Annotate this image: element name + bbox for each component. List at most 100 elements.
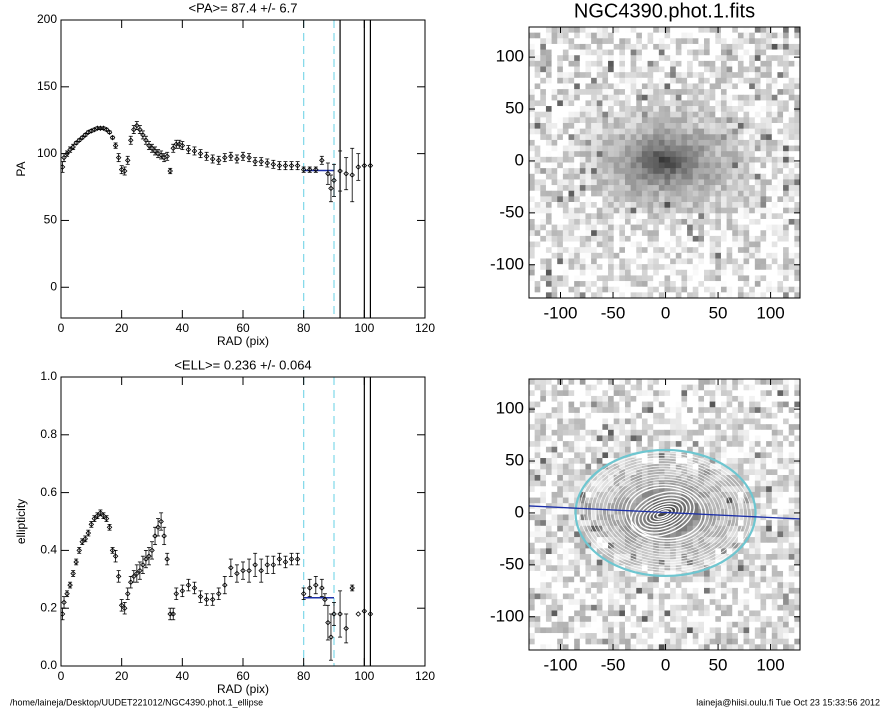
pixel: [557, 458, 564, 465]
pixel: [574, 503, 581, 510]
pixel: [636, 395, 643, 402]
pixel: [641, 486, 648, 493]
pixel: [794, 565, 801, 572]
pixel: [636, 554, 643, 561]
pixel: [687, 94, 694, 101]
pixel: [568, 55, 575, 62]
pixel: [596, 384, 603, 391]
pixel: [540, 122, 547, 130]
pixel: [675, 565, 682, 572]
pixel: [670, 77, 677, 84]
pixel: [545, 395, 552, 402]
pixel: [562, 429, 569, 436]
pixel: [715, 156, 722, 163]
pixel: [613, 218, 620, 226]
pixel: [664, 43, 671, 50]
pixel: [551, 441, 558, 448]
pixel: [709, 565, 716, 572]
pixel: [596, 224, 603, 231]
pixel: [743, 218, 750, 226]
pixel: [619, 587, 626, 594]
pixel: [540, 66, 547, 73]
pixel: [732, 379, 739, 386]
pixel: [681, 486, 688, 493]
pixel: [653, 554, 660, 561]
pixel: [641, 224, 648, 231]
pixel: [579, 604, 586, 611]
pixel: [675, 128, 682, 135]
pixel: [557, 49, 564, 56]
pixel: [692, 252, 699, 259]
pixel: [788, 111, 795, 118]
pixel: [675, 77, 682, 84]
pixel: [545, 407, 552, 414]
pixel: [681, 66, 688, 73]
pixel: [766, 275, 773, 282]
pixel: [766, 384, 773, 391]
pixel: [754, 452, 761, 459]
pixel: [687, 55, 694, 62]
pixel: [726, 38, 733, 45]
pixel: [579, 514, 586, 521]
pixel: [670, 162, 677, 169]
pixel: [574, 486, 581, 493]
pixel: [692, 89, 699, 96]
pixel: [602, 412, 609, 419]
pixel: [534, 258, 541, 265]
pixel: [619, 508, 626, 515]
pixel: [647, 55, 654, 62]
pixel: [783, 100, 790, 107]
pixel: [709, 497, 716, 504]
pixel: [551, 156, 558, 163]
pixel: [681, 587, 688, 594]
pixel: [591, 117, 598, 124]
pixel: [630, 395, 637, 402]
pixel: [670, 452, 677, 459]
pixel: [624, 117, 632, 124]
pixel: [529, 89, 536, 96]
pixel: [681, 395, 688, 402]
pixel: [636, 134, 643, 141]
pixel: [704, 401, 711, 408]
pixel: [760, 190, 767, 197]
pixel: [529, 281, 536, 288]
pixel: [596, 128, 603, 135]
pixel: [562, 145, 569, 152]
pixel: [602, 27, 609, 34]
pixel: [658, 66, 665, 73]
pixel: [720, 168, 728, 175]
pixel: [619, 576, 626, 583]
pixel: [766, 151, 773, 158]
point: [367, 611, 374, 617]
pixel: [743, 395, 750, 402]
pixel: [788, 429, 795, 436]
pixel: [783, 77, 790, 84]
pixel: [670, 407, 677, 414]
pixel: [551, 497, 558, 504]
pixel: [794, 77, 801, 84]
pixel: [613, 384, 620, 391]
pixel: [709, 213, 716, 220]
pixel: [704, 525, 711, 532]
pixel: [766, 241, 773, 248]
pixel: [562, 151, 569, 158]
pixel: [551, 77, 558, 84]
pixel: [641, 230, 648, 237]
pixel: [647, 275, 654, 282]
point: [118, 602, 125, 609]
pixel: [551, 264, 558, 271]
pixel: [720, 604, 728, 611]
pixel: [777, 43, 784, 50]
pixel: [760, 458, 767, 465]
point: [67, 146, 73, 153]
pixel: [788, 100, 795, 107]
pixel: [692, 247, 699, 254]
pixel: [681, 128, 688, 135]
pixel: [557, 395, 564, 402]
pixel: [726, 162, 733, 169]
pixel: [698, 429, 705, 436]
pixel: [653, 407, 660, 414]
pixel: [602, 486, 609, 493]
pixel: [630, 117, 637, 124]
pixel: [653, 196, 660, 203]
